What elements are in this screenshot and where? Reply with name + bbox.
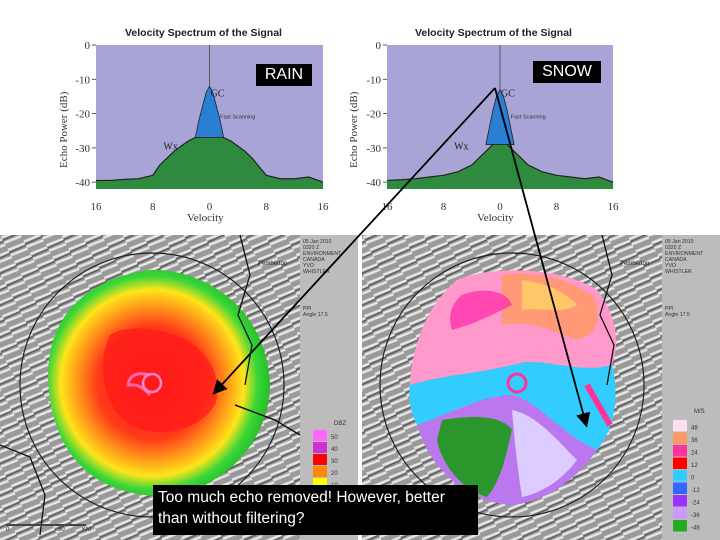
scale-label: 30: [331, 459, 338, 465]
x-axis-label: Velocity: [187, 212, 224, 224]
scale-label: 50: [331, 435, 338, 441]
series-wx-area: [96, 130, 323, 189]
scale-label: 12: [691, 463, 698, 469]
annotation-fast-scanning: Fast Scanning: [511, 115, 546, 121]
scale-swatch: [673, 495, 687, 507]
scale-label: -48: [691, 526, 700, 532]
scale-swatch: [673, 482, 687, 494]
svg-text:30: 30: [58, 527, 65, 533]
annotation-gc: GC: [501, 88, 515, 99]
y-axis-label: Echo Power (dB): [348, 91, 360, 168]
radar-legend-panel: [662, 235, 720, 540]
annotation-wx: Wx: [454, 142, 468, 153]
scale-label: -24: [691, 501, 700, 507]
distance-scale-bar: 0 30 KM: [6, 524, 91, 533]
x-tick-label: 16: [608, 201, 620, 213]
caption-box: Too much echo removed! However, better t…: [153, 485, 478, 535]
scale-swatch: [313, 466, 327, 477]
scale-swatch: [673, 445, 687, 457]
radar-timestamp: 05 Jan 2010 0320 Z ENVIRONMENT CANADA YVO WHI…: [665, 239, 704, 275]
radar-scan-info: PPI Angle 17.5: [665, 306, 690, 318]
range-ring: [19, 252, 285, 518]
annotation-fast-scanning: Fast Scanning: [220, 115, 255, 121]
scale-label: 36: [691, 438, 698, 444]
scale-label: 48: [691, 426, 698, 432]
annotation-wx: Wx: [163, 142, 177, 153]
scale-swatch: [673, 520, 687, 532]
arrow-to-rain-radar: [212, 87, 496, 395]
scale-swatch: [673, 457, 687, 469]
scale-label: -12: [691, 488, 700, 494]
scale-label: 20: [331, 471, 338, 477]
series-wx-area: [387, 137, 613, 189]
scale-label: 40: [331, 447, 338, 453]
chart-title: Velocity Spectrum of the Signal: [415, 27, 572, 39]
radar-timestamp: 05 Jan 2010 0320 Z ENVIRONMENT CANADA YVO WHI…: [303, 239, 342, 275]
radar-scan-info: PPI Angle 17.5: [303, 306, 328, 318]
scale-swatch: [673, 507, 687, 519]
x-tick-label: 8: [554, 201, 560, 213]
y-tick-label: 0: [376, 40, 382, 52]
x-tick-label: 8: [150, 201, 156, 213]
scale-swatch: [673, 420, 687, 432]
x-tick-label: 0: [497, 201, 503, 213]
y-tick-label: -30: [75, 143, 90, 155]
y-tick-label: -20: [366, 109, 381, 121]
scale-swatch: [313, 442, 327, 453]
chart-title: Velocity Spectrum of the Signal: [125, 27, 282, 39]
scale-label: -36: [691, 513, 700, 519]
radar-unit-label: DBZ: [334, 421, 346, 427]
y-tick-label: -40: [366, 177, 381, 189]
arrow-to-snow-radar: [494, 87, 591, 428]
svg-text:KM: KM: [82, 527, 91, 533]
scale-swatch: [673, 432, 687, 444]
y-tick-label: 0: [85, 40, 91, 52]
snow-echo-outbound: [409, 362, 616, 450]
x-tick-label: 0: [207, 201, 213, 213]
place-label: Pemberton: [258, 261, 287, 267]
radar-unit-label: M/S: [694, 409, 705, 415]
x-tick-label: 8: [264, 201, 270, 213]
place-label: Pemberton: [620, 261, 649, 267]
scale-swatch: [313, 478, 327, 489]
scale-swatch: [313, 430, 327, 441]
y-tick-label: -30: [366, 143, 381, 155]
scale-swatch: [673, 470, 687, 482]
x-axis-label: Velocity: [477, 212, 514, 224]
rain-label: RAIN: [256, 64, 312, 86]
y-tick-label: -10: [366, 74, 381, 86]
svg-text:0: 0: [6, 527, 10, 533]
x-tick-label: 16: [382, 201, 394, 213]
annotation-gc: GC: [211, 88, 225, 99]
range-ring: [379, 252, 645, 518]
scale-label: 0: [691, 476, 695, 482]
snow-label: SNOW: [533, 61, 601, 83]
x-tick-label: 16: [91, 201, 103, 213]
x-tick-label: 16: [318, 201, 330, 213]
y-tick-label: -40: [75, 177, 90, 189]
x-tick-label: 8: [441, 201, 447, 213]
scale-label: 24: [691, 451, 698, 457]
series-gc-area: [194, 85, 225, 138]
y-tick-label: -10: [75, 74, 90, 86]
y-tick-label: -20: [75, 109, 90, 121]
y-axis-label: Echo Power (dB): [58, 91, 70, 168]
scale-swatch: [313, 454, 327, 465]
